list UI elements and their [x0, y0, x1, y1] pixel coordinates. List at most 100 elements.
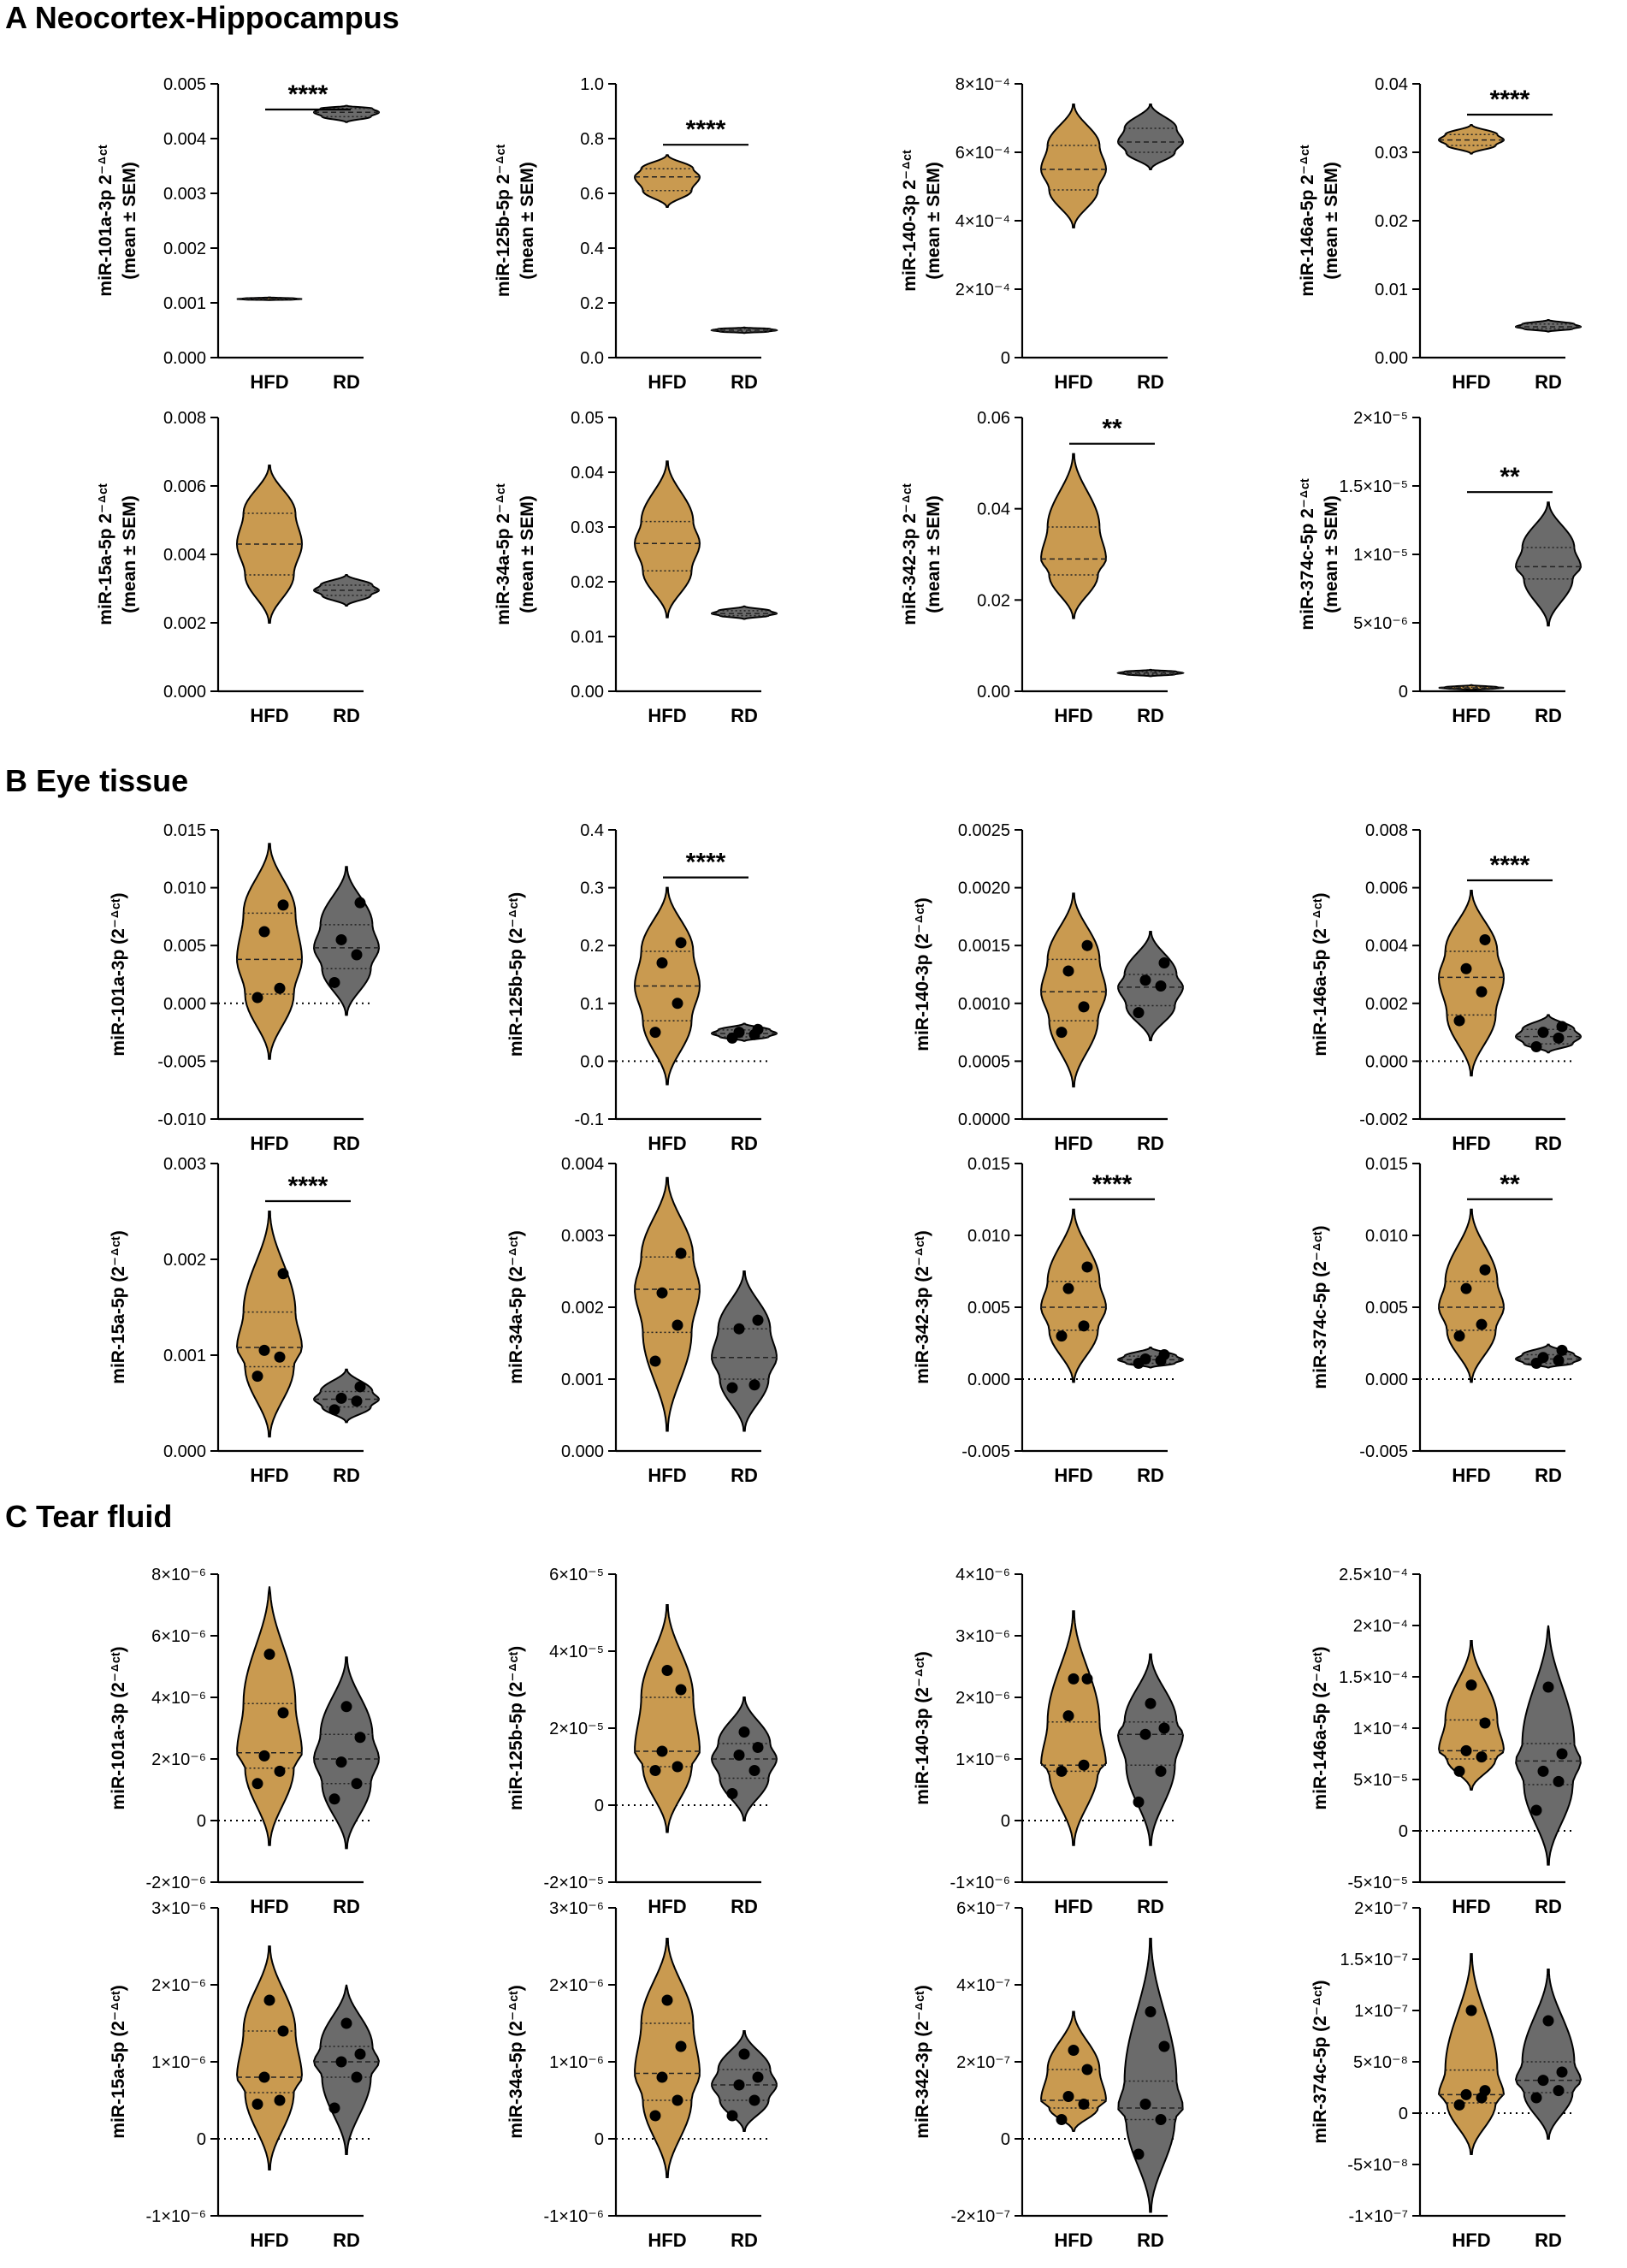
- x-tick-label: HFD: [648, 2230, 686, 2251]
- violin-hfd: [633, 154, 701, 208]
- violin-rd: [313, 1656, 380, 1850]
- data-point: [354, 2048, 366, 2060]
- significance-label: **: [1102, 415, 1122, 443]
- y-tick-label: 4×10⁻⁶: [151, 1689, 206, 1708]
- violin-hfd: [1040, 892, 1107, 1088]
- y-tick-label: 1.0: [580, 75, 604, 94]
- y-axis-label: miR-15a-5p (2⁻ᐞᶜᵗ): [109, 1985, 128, 2138]
- x-tick-label: RD: [1535, 2230, 1562, 2251]
- data-point: [251, 992, 263, 1004]
- data-point: [1479, 2085, 1491, 2097]
- y-tick-label: 0.010: [967, 1227, 1010, 1246]
- x-tick-label: HFD: [250, 1896, 288, 1917]
- violin-hfd: [634, 1938, 701, 2178]
- x-tick-label: HFD: [1054, 1133, 1092, 1154]
- y-axis-label: (mean ± SEM): [924, 495, 944, 613]
- y-tick-label: 0: [1001, 349, 1010, 368]
- y-tick-label: 0.005: [967, 1299, 1010, 1318]
- section-a-title: A Neocortex-Hippocampus: [5, 0, 399, 36]
- y-tick-label: 0.4: [580, 240, 604, 258]
- violin-hfd: [634, 1604, 701, 1833]
- y-tick-label: 0.015: [163, 821, 206, 840]
- x-tick-label: HFD: [1054, 1896, 1092, 1917]
- y-tick-label: 0.2: [580, 937, 604, 956]
- y-tick-label: 0.000: [163, 995, 206, 1014]
- violin-hfd: [236, 1945, 303, 2170]
- y-tick-label: 8×10⁻⁶: [151, 1566, 206, 1584]
- data-point: [738, 2048, 750, 2060]
- section-c-title: C Tear fluid: [5, 1499, 172, 1535]
- y-tick-label: 2×10⁻⁶: [151, 1750, 206, 1769]
- x-tick-label: HFD: [648, 1896, 686, 1917]
- data-point: [1479, 1264, 1491, 1276]
- x-tick-label: HFD: [1452, 371, 1490, 393]
- chart-panel: 0 5×10⁻⁶ 1×10⁻⁵ 1.5×10⁻⁵ 2×10⁻⁵ HFD RD miR-374c…: [1298, 409, 1583, 726]
- data-point: [251, 2099, 263, 2110]
- x-tick-label: HFD: [648, 1133, 686, 1154]
- y-tick-label: 0.004: [163, 130, 206, 149]
- y-axis-label: miR-15a-5p 2⁻ᐞᶜᵗ: [96, 483, 115, 625]
- y-tick-label: 4×10⁻⁶: [955, 1566, 1010, 1584]
- y-tick-label: 0.002: [561, 1299, 604, 1318]
- data-point: [340, 1701, 352, 1713]
- data-point: [672, 998, 683, 1010]
- x-tick-label: HFD: [1054, 2230, 1092, 2251]
- y-tick-label: 0.00: [977, 683, 1010, 702]
- y-tick-label: 0.010: [163, 879, 206, 898]
- x-tick-label: RD: [1137, 2230, 1164, 2251]
- data-point: [1056, 1027, 1068, 1039]
- x-tick-label: RD: [1137, 371, 1164, 393]
- y-tick-label: 2×10⁻⁶: [955, 1689, 1010, 1708]
- y-tick-label: 0.002: [163, 240, 206, 258]
- data-point: [351, 949, 363, 961]
- data-point: [354, 897, 366, 909]
- x-tick-label: HFD: [648, 1465, 686, 1486]
- x-tick-label: RD: [1137, 1465, 1164, 1486]
- section-b-title: B Eye tissue: [5, 763, 188, 799]
- data-point: [354, 1381, 366, 1393]
- chart-panel: 0.000 0.001 0.002 0.003 0.004 0.005 HFD RD miR-1…: [96, 75, 381, 393]
- y-tick-label: -0.005: [961, 1442, 1010, 1461]
- data-point: [1133, 2148, 1145, 2160]
- chart-panel: -2×10⁻⁵ 0 2×10⁻⁵ 4×10⁻⁵ 6×10⁻⁵ HFD RD miR-125b-…: [506, 1566, 778, 1917]
- y-axis-label: (mean ± SEM): [518, 162, 537, 280]
- y-tick-label: 0.008: [1365, 821, 1408, 840]
- data-point: [649, 1027, 661, 1039]
- y-tick-label: 0.05: [571, 409, 604, 428]
- data-point: [672, 1761, 683, 1773]
- chart-panel: 0.00 0.02 0.04 0.06 HFD RD miR-342-3p 2⁻ᐞᶜᵗ (me…: [900, 409, 1185, 726]
- violin-hfd: [1438, 889, 1505, 1077]
- data-point: [1556, 1344, 1568, 1356]
- y-axis-label: miR-101a-3p (2⁻ᐞᶜᵗ): [109, 892, 128, 1056]
- chart-panel: -0.005 0.000 0.005 0.010 0.015 HFD RD miR-374c-…: [1310, 1155, 1583, 1486]
- data-point: [738, 1726, 750, 1738]
- y-tick-label: 3×10⁻⁶: [151, 1899, 206, 1918]
- data-point: [340, 2017, 352, 2029]
- violin-rd: [711, 1270, 778, 1432]
- y-axis-label: miR-140-3p 2⁻ᐞᶜᵗ: [900, 150, 920, 292]
- data-point: [1460, 1282, 1472, 1294]
- data-point: [1537, 1027, 1549, 1039]
- x-tick-label: HFD: [250, 1465, 288, 1486]
- y-tick-label: -0.005: [1359, 1442, 1408, 1461]
- y-tick-label: 2×10⁻⁴: [955, 281, 1010, 299]
- data-point: [748, 1765, 760, 1776]
- data-point: [733, 1027, 745, 1039]
- x-tick-label: RD: [731, 1896, 758, 1917]
- y-tick-label: 0.004: [561, 1155, 604, 1174]
- data-point: [661, 1665, 673, 1676]
- y-axis-label: (mean ± SEM): [120, 162, 139, 280]
- chart-panel: -0.005 0.000 0.005 0.010 0.015 HFD RD miR-342-3…: [913, 1155, 1185, 1486]
- data-point: [1542, 2015, 1554, 2027]
- y-tick-label: 0.003: [561, 1227, 604, 1246]
- data-point: [1068, 2045, 1080, 2056]
- data-point: [1139, 1353, 1151, 1365]
- section-letter: C: [5, 1499, 27, 1534]
- y-axis-label: miR-125b-5p (2⁻ᐞᶜᵗ): [506, 892, 526, 1057]
- data-point: [1068, 1673, 1080, 1685]
- y-tick-label: 0.015: [1365, 1155, 1408, 1174]
- y-tick-label: 5×10⁻⁶: [1353, 614, 1408, 633]
- y-tick-label: 0: [1399, 2105, 1408, 2123]
- y-axis-label: miR-140-3p (2⁻ᐞᶜᵗ): [913, 1651, 932, 1804]
- violin-rd: [1515, 1625, 1582, 1866]
